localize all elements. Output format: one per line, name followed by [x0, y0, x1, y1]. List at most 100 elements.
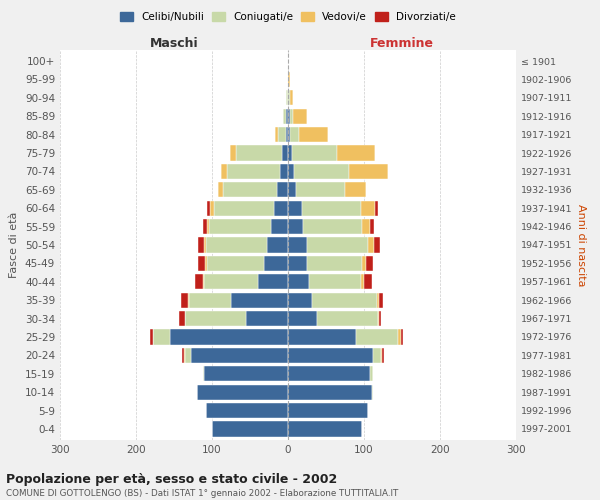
Bar [345, 182, 366, 198]
Text: Maschi: Maschi [149, 37, 199, 50]
Bar [230, 146, 236, 160]
Bar [286, 127, 288, 142]
Bar [374, 238, 380, 252]
Bar [302, 200, 361, 216]
Bar [211, 200, 214, 216]
Bar [257, 274, 288, 289]
Bar [197, 256, 205, 271]
Bar [149, 330, 153, 344]
Bar [223, 182, 277, 198]
Bar [401, 330, 403, 344]
Text: COMUNE DI GOTTOLENGO (BS) - Dati ISTAT 1° gennaio 2002 - Elaborazione TUTTITALIA: COMUNE DI GOTTOLENGO (BS) - Dati ISTAT 1… [6, 489, 398, 498]
Bar [288, 348, 373, 363]
Bar [296, 182, 345, 198]
Bar [288, 274, 309, 289]
Bar [288, 182, 296, 198]
Text: Femmine: Femmine [370, 37, 434, 50]
Bar [263, 256, 288, 271]
Bar [313, 292, 377, 308]
Bar [290, 90, 293, 106]
Bar [206, 219, 209, 234]
Bar [182, 348, 184, 363]
Bar [288, 366, 370, 382]
Bar [337, 146, 376, 160]
Bar [191, 348, 288, 363]
Bar [236, 146, 282, 160]
Bar [379, 292, 383, 308]
Bar [288, 127, 290, 142]
Bar [209, 219, 271, 234]
Bar [288, 311, 317, 326]
Bar [267, 238, 288, 252]
Bar [362, 256, 365, 271]
Bar [362, 219, 370, 234]
Bar [205, 366, 288, 382]
Bar [374, 200, 379, 216]
Bar [199, 238, 205, 252]
Bar [309, 274, 361, 289]
Bar [227, 164, 280, 179]
Bar [275, 127, 278, 142]
Bar [206, 403, 288, 418]
Bar [206, 256, 263, 271]
Bar [288, 72, 290, 87]
Bar [179, 311, 185, 326]
Bar [292, 146, 337, 160]
Bar [206, 200, 211, 216]
Bar [271, 219, 288, 234]
Bar [288, 164, 294, 179]
Y-axis label: Anni di nascita: Anni di nascita [577, 204, 586, 286]
Bar [370, 366, 373, 382]
Bar [299, 127, 328, 142]
Bar [288, 292, 313, 308]
Bar [381, 348, 382, 363]
Bar [382, 348, 384, 363]
Bar [288, 238, 307, 252]
Bar [377, 311, 379, 326]
Bar [288, 422, 362, 436]
Bar [293, 108, 307, 124]
Bar [368, 238, 374, 252]
Bar [205, 256, 206, 271]
Bar [373, 348, 381, 363]
Bar [205, 238, 206, 252]
Bar [288, 90, 290, 106]
Bar [361, 200, 374, 216]
Bar [365, 256, 373, 271]
Bar [181, 292, 188, 308]
Bar [288, 330, 356, 344]
Bar [277, 182, 288, 198]
Bar [153, 330, 154, 344]
Bar [189, 292, 231, 308]
Bar [288, 146, 292, 160]
Bar [294, 164, 349, 179]
Bar [361, 274, 364, 289]
Bar [371, 384, 373, 400]
Bar [286, 108, 288, 124]
Bar [303, 219, 362, 234]
Bar [185, 311, 246, 326]
Bar [195, 274, 203, 289]
Bar [290, 127, 299, 142]
Bar [364, 274, 371, 289]
Bar [370, 219, 374, 234]
Bar [203, 219, 206, 234]
Bar [356, 330, 398, 344]
Bar [377, 292, 379, 308]
Bar [379, 311, 382, 326]
Bar [349, 164, 388, 179]
Bar [288, 200, 302, 216]
Bar [307, 238, 368, 252]
Bar [288, 403, 368, 418]
Bar [288, 384, 371, 400]
Bar [317, 311, 377, 326]
Legend: Celibi/Nubili, Coniugati/e, Vedovi/e, Divorziati/e: Celibi/Nubili, Coniugati/e, Vedovi/e, Di… [116, 8, 460, 26]
Bar [214, 200, 274, 216]
Bar [188, 292, 189, 308]
Bar [246, 311, 288, 326]
Bar [221, 164, 227, 179]
Bar [288, 256, 307, 271]
Bar [282, 146, 288, 160]
Bar [283, 108, 286, 124]
Bar [197, 384, 288, 400]
